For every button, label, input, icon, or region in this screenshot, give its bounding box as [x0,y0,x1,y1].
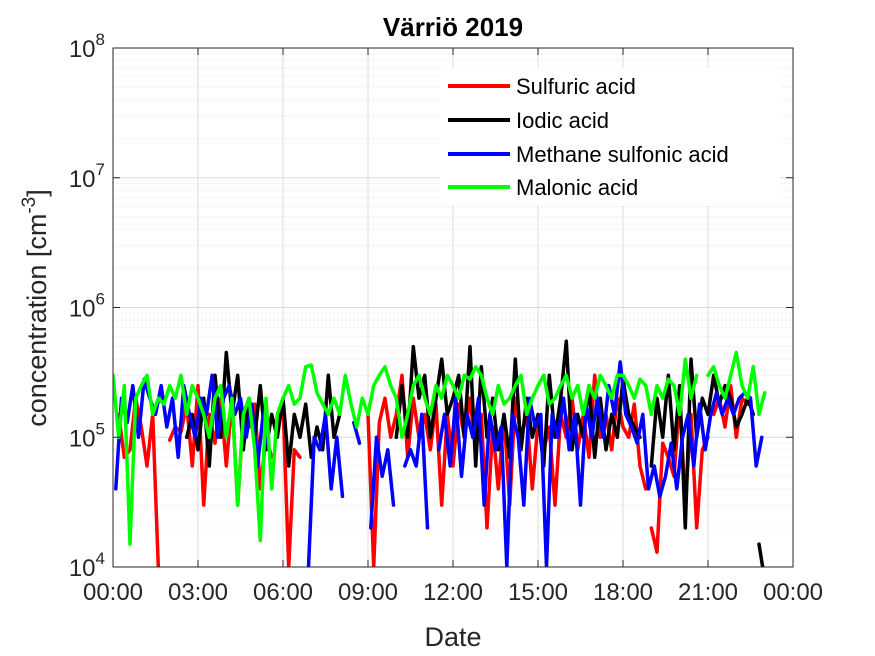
y-tick-label: 107 [69,160,105,193]
y-tick-base: 10 [69,166,96,193]
y-tick-base: 10 [69,36,96,63]
y-tick-exponent: 4 [96,549,105,568]
y-tick-label: 108 [69,30,105,63]
y-tick-exponent: 5 [96,419,105,438]
y-tick-base: 10 [69,296,96,323]
legend: Sulfuric acid Iodic acid Methane sulfoni… [440,68,780,206]
y-axis-title: concentration [cm-3] [19,189,52,427]
series-layer [113,339,767,567]
x-tick-label: 06:00 [253,579,313,606]
x-axis-title: Date [424,622,481,652]
legend-label-msa: Methane sulfonic acid [516,142,729,167]
x-tick-label: 15:00 [508,579,568,606]
x-ticks: 00:00 03:00 06:00 09:00 12:00 15:00 18:00 21:00… [83,48,823,606]
y-tick-base: 10 [69,555,96,582]
y-tick-base: 10 [69,425,96,452]
legend-label-iodic: Iodic acid [516,108,609,133]
series-line-2 [114,360,764,567]
chart-title: Värriö 2019 [383,12,523,42]
legend-label-sulfuric: Sulfuric acid [516,74,636,99]
legend-box [440,68,780,206]
x-tick-label: 03:00 [168,579,228,606]
y-axis-title-sup: -3 [19,197,40,214]
x-tick-label: 12:00 [423,579,483,606]
legend-label-malonic: Malonic acid [516,175,638,200]
y-tick-exponent: 8 [96,30,105,49]
x-tick-label: 00:00 [83,579,143,606]
y-tick-label: 104 [69,549,105,582]
y-tick-label: 105 [69,419,105,452]
y-tick-exponent: 6 [96,290,105,309]
series-line-3 [113,350,767,546]
y-axis-title-main: concentration [cm [22,214,52,427]
y-axis-title-close: ] [22,189,52,197]
x-tick-label: 18:00 [593,579,653,606]
x-tick-label: 09:00 [338,579,398,606]
y-tick-label: 106 [69,290,105,323]
x-tick-label: 00:00 [763,579,823,606]
y-tick-exponent: 7 [96,160,105,179]
x-tick-label: 21:00 [678,579,738,606]
